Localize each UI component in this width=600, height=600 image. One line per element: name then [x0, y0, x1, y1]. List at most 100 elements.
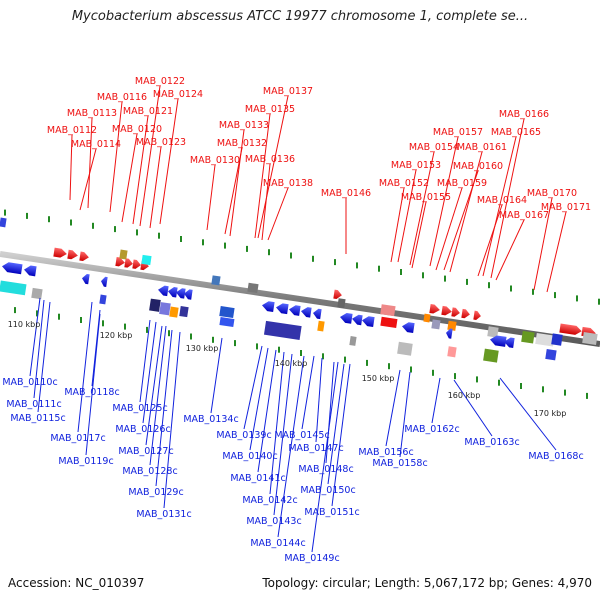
reverse-feature-box[interactable] [219, 306, 235, 319]
forward-gene-label[interactable]: MAB_0165 [491, 127, 541, 138]
forward-gene-label[interactable]: MAB_0123 [136, 137, 186, 148]
forward-gene-label[interactable]: MAB_0159 [437, 178, 487, 189]
forward-feature-box[interactable] [582, 332, 598, 345]
reverse-gene-label[interactable]: MAB_0134c [183, 414, 238, 425]
reverse-gene-arrow[interactable] [288, 304, 301, 316]
reverse-gene-label[interactable]: MAB_0156c [358, 447, 413, 458]
forward-gene-label[interactable]: MAB_0135 [245, 104, 295, 115]
reverse-gene-label[interactable]: MAB_0126c [115, 424, 170, 435]
forward-feature-box[interactable] [380, 304, 396, 317]
forward-gene-label[interactable]: MAB_0167 [499, 210, 549, 221]
reverse-gene-label[interactable]: MAB_0131c [136, 509, 191, 520]
reverse-gene-arrow[interactable] [100, 276, 108, 287]
reverse-gene-arrow[interactable] [401, 321, 415, 334]
reverse-gene-arrow[interactable] [175, 287, 186, 299]
reverse-gene-arrow[interactable] [183, 289, 193, 300]
reverse-gene-label[interactable]: MAB_0110c [2, 377, 57, 388]
forward-gene-label[interactable]: MAB_0154 [409, 142, 459, 153]
reverse-gene-arrow[interactable] [300, 306, 312, 318]
forward-gene-label[interactable]: MAB_0161 [457, 142, 507, 153]
reverse-feature-box[interactable] [349, 336, 357, 346]
reverse-gene-label[interactable]: MAB_0115c [10, 413, 65, 424]
forward-gene-label[interactable]: MAB_0166 [499, 109, 549, 120]
forward-gene-arrow[interactable] [132, 259, 141, 269]
forward-gene-arrow[interactable] [473, 310, 481, 321]
reverse-gene-arrow[interactable] [275, 302, 289, 315]
forward-feature-box[interactable] [423, 313, 431, 323]
reverse-gene-arrow[interactable] [361, 315, 375, 328]
forward-gene-label[interactable]: MAB_0170 [527, 188, 577, 199]
reverse-gene-label[interactable]: MAB_0111c [6, 399, 61, 410]
forward-gene-label[interactable]: MAB_0112 [47, 125, 97, 136]
forward-feature-box[interactable] [431, 319, 441, 330]
reverse-gene-label[interactable]: MAB_0125c [112, 403, 167, 414]
forward-gene-arrow[interactable] [451, 307, 460, 317]
reverse-feature-box[interactable] [149, 298, 161, 312]
forward-gene-label[interactable]: MAB_0137 [263, 86, 313, 97]
forward-feature-box[interactable] [380, 316, 398, 328]
forward-feature-box[interactable] [141, 254, 152, 266]
reverse-feature-box[interactable] [99, 294, 107, 305]
reverse-gene-label[interactable]: MAB_0150c [300, 485, 355, 496]
forward-gene-label[interactable]: MAB_0124 [153, 89, 203, 100]
forward-feature-box[interactable] [535, 332, 555, 347]
reverse-gene-label[interactable]: MAB_0139c [216, 430, 271, 441]
reverse-gene-arrow[interactable] [1, 261, 23, 275]
forward-feature-box[interactable] [119, 249, 128, 260]
reverse-feature-box[interactable] [219, 317, 235, 328]
reverse-feature-box[interactable] [169, 306, 179, 318]
reverse-gene-arrow[interactable] [261, 300, 275, 313]
reverse-gene-arrow[interactable] [489, 335, 507, 347]
forward-gene-label[interactable]: MAB_0152 [379, 178, 429, 189]
forward-feature-box[interactable] [337, 298, 346, 309]
gene-features[interactable] [0, 217, 598, 363]
forward-gene-arrow[interactable] [333, 289, 342, 300]
forward-gene-label[interactable]: MAB_0121 [123, 106, 173, 117]
reverse-gene-label[interactable]: MAB_0117c [50, 433, 105, 444]
reverse-feature-box[interactable] [317, 320, 325, 332]
forward-feature-box[interactable] [247, 282, 259, 294]
reverse-gene-label[interactable]: MAB_0144c [250, 538, 305, 549]
reverse-gene-arrow[interactable] [23, 265, 37, 277]
reverse-gene-label[interactable]: MAB_0162c [404, 424, 459, 435]
reverse-gene-arrow[interactable] [167, 286, 178, 298]
reverse-gene-arrow[interactable] [339, 312, 353, 324]
forward-feature-box[interactable] [0, 217, 7, 228]
forward-gene-arrow[interactable] [79, 251, 89, 262]
reverse-gene-label[interactable]: MAB_0168c [528, 451, 583, 462]
reverse-gene-arrow[interactable] [503, 337, 515, 349]
reverse-gene-label[interactable]: MAB_0158c [372, 458, 427, 469]
reverse-gene-label[interactable]: MAB_0148c [298, 464, 353, 475]
forward-feature-box[interactable] [211, 275, 221, 286]
reverse-gene-label[interactable]: MAB_0119c [58, 456, 113, 467]
forward-gene-label[interactable]: MAB_0122 [135, 76, 185, 87]
reverse-gene-label[interactable]: MAB_0118c [64, 387, 119, 398]
forward-gene-arrow[interactable] [53, 247, 67, 259]
forward-gene-label[interactable]: MAB_0146 [321, 188, 371, 199]
reverse-gene-label[interactable]: MAB_0145c [274, 430, 329, 441]
reverse-gene-label[interactable]: MAB_0140c [222, 451, 277, 462]
reverse-feature-box[interactable] [159, 302, 171, 316]
forward-gene-label[interactable]: MAB_0138 [263, 178, 313, 189]
reverse-feature-box[interactable] [447, 346, 457, 358]
forward-gene-label[interactable]: MAB_0120 [112, 124, 162, 135]
reverse-feature-box[interactable] [263, 320, 302, 341]
forward-feature-box[interactable] [487, 326, 499, 338]
reverse-feature-box[interactable] [31, 287, 43, 300]
forward-gene-label[interactable]: MAB_0164 [477, 195, 527, 206]
forward-gene-label[interactable]: MAB_0113 [67, 108, 117, 119]
forward-gene-label[interactable]: MAB_0136 [245, 154, 295, 165]
gene-labels[interactable]: MAB_0112 MAB_0113 MAB_0114 MAB_0116 MAB_0120… [2, 76, 591, 564]
reverse-gene-arrow[interactable] [157, 285, 169, 297]
forward-gene-label[interactable]: MAB_0132 [217, 138, 267, 149]
forward-gene-label[interactable]: MAB_0160 [453, 161, 503, 172]
reverse-gene-label[interactable]: MAB_0151c [304, 507, 359, 518]
forward-feature-box[interactable] [447, 320, 457, 331]
forward-gene-label[interactable]: MAB_0130 [190, 155, 240, 166]
forward-gene-label[interactable]: MAB_0155 [401, 192, 451, 203]
reverse-gene-label[interactable]: MAB_0143c [246, 516, 301, 527]
reverse-feature-box[interactable] [545, 348, 557, 361]
forward-gene-label[interactable]: MAB_0157 [433, 127, 483, 138]
forward-gene-arrow[interactable] [115, 256, 125, 267]
reverse-gene-label[interactable]: MAB_0147c [288, 443, 343, 454]
